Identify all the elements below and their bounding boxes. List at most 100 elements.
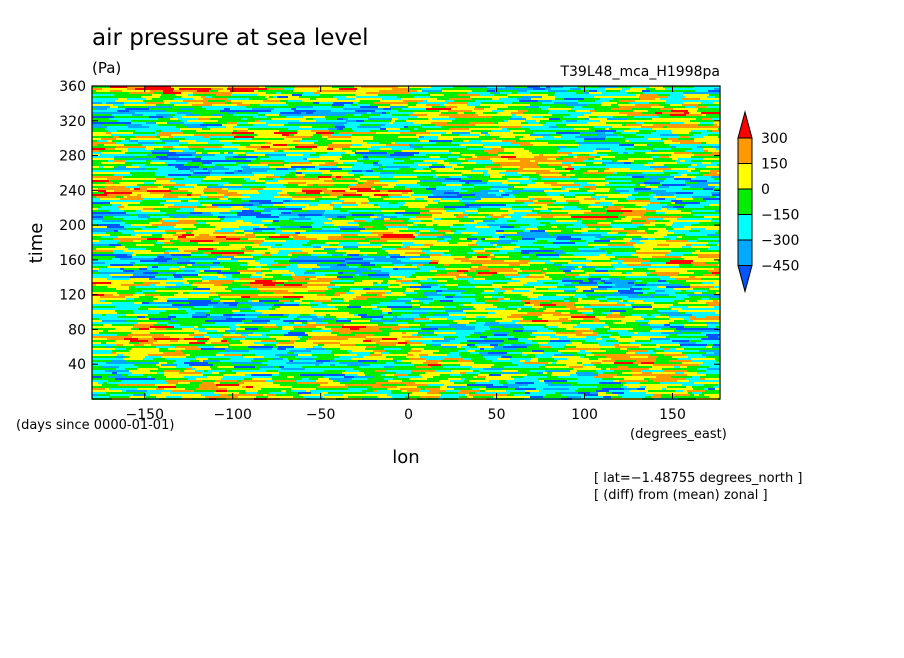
heatmap-cell [707,106,720,108]
heatmap-cell [488,170,506,172]
heatmap-cell [485,166,502,168]
heatmap-cell [594,108,611,110]
heatmap-cell [269,178,273,180]
heatmap-cell [527,126,549,128]
heatmap-cell [518,112,523,114]
heatmap-cell [283,126,299,128]
heatmap-cell [525,120,536,122]
heatmap-cell [379,160,404,162]
heatmap-cell [619,100,635,102]
heatmap-cell [371,232,375,234]
heatmap-cell [373,138,392,140]
heatmap-cell [146,146,163,148]
heatmap-cell [254,136,265,138]
heatmap-cell [492,284,500,286]
heatmap-cell [521,250,542,252]
heatmap-cell [570,234,586,236]
heatmap-cell [584,92,589,94]
heatmap-cell [420,288,443,290]
heatmap-cell [657,150,673,152]
heatmap-cell [164,220,178,222]
heatmap-cell [260,290,279,292]
heatmap-cell [381,140,403,142]
heatmap-cell [191,112,195,114]
heatmap-cell [577,142,596,144]
heatmap-cell [435,274,459,276]
heatmap-cell [127,254,132,256]
heatmap-cell [524,304,534,306]
heatmap-cell [345,258,363,260]
heatmap-cell [562,280,583,282]
heatmap-cell [644,182,660,184]
heatmap-cell [710,216,720,218]
heatmap-cell [484,290,494,292]
heatmap-cell [628,182,638,184]
heatmap-cell [660,98,682,100]
heatmap-cell [92,312,117,314]
heatmap-cell [696,176,711,178]
heatmap-cell [266,214,271,216]
heatmap-cell [149,222,162,224]
heatmap-cell [590,304,602,306]
heatmap-cell [507,220,516,222]
heatmap-cell [600,268,611,270]
heatmap-cell [344,200,369,202]
heatmap-cell [553,202,568,204]
heatmap-cell [298,128,313,130]
heatmap-cell [166,200,181,202]
heatmap-cell [708,280,712,282]
heatmap-cell [594,214,619,216]
heatmap-cell [575,268,581,270]
heatmap-cell [426,108,451,110]
heatmap-cell [462,196,476,198]
heatmap-cell [112,276,130,278]
heatmap-cell [190,106,202,108]
heatmap-cell [357,158,363,160]
heatmap-cell [133,238,147,240]
heatmap-cell [386,144,409,146]
heatmap-cell [491,258,516,260]
heatmap-cell [302,300,314,302]
heatmap-cell [392,114,396,116]
heatmap-cell [678,172,699,174]
heatmap-cell [349,212,353,214]
heatmap-cell [288,182,306,184]
heatmap-cell [220,152,224,154]
heatmap-cell [379,148,392,150]
heatmap-cell [398,118,408,120]
heatmap-cell [503,262,528,264]
heatmap-cell [147,230,165,232]
heatmap-cell [232,288,239,290]
heatmap-cell [490,254,494,256]
heatmap-cell [188,312,195,314]
heatmap-cell [108,92,129,94]
heatmap-cell [142,302,149,304]
heatmap-cell [488,282,493,284]
heatmap-cell [352,150,356,152]
heatmap-cell [457,270,468,272]
heatmap-cell [107,108,125,110]
heatmap-cell [358,204,374,206]
heatmap-cell [316,124,334,126]
heatmap-cell [154,244,173,246]
heatmap-cell [318,144,328,146]
heatmap-cell [105,128,120,130]
heatmap-cell [386,112,390,114]
heatmap-cell [324,308,338,310]
heatmap-cell [612,202,626,204]
heatmap-cell [289,236,293,238]
heatmap-cell [239,228,253,230]
heatmap-cell [273,276,292,278]
heatmap-cell [165,176,188,178]
heatmap-cell [420,140,429,142]
heatmap-cell [389,272,402,274]
heatmap-cell [654,232,674,234]
heatmap-cell [428,310,445,312]
heatmap-cell [244,252,265,254]
heatmap-cell [511,202,524,204]
heatmap-cell [697,126,720,128]
heatmap-cell [272,222,291,224]
heatmap-cell [488,192,494,194]
heatmap-cell [350,278,372,280]
heatmap-cell [241,118,247,120]
